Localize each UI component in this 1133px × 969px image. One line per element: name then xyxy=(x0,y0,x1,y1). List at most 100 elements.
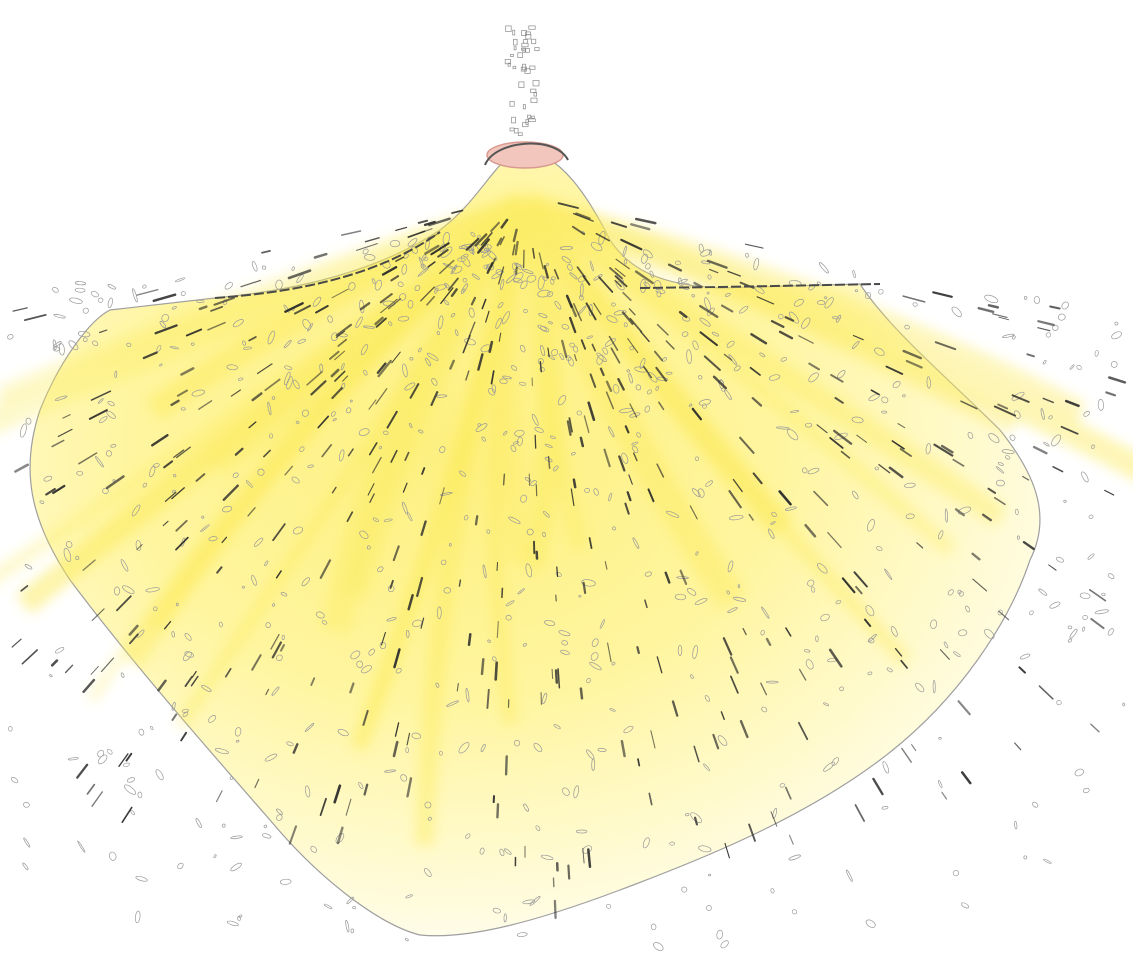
speckle xyxy=(106,748,113,755)
wisp-speck xyxy=(535,48,539,51)
speckle xyxy=(138,792,142,798)
speckle xyxy=(1056,556,1065,563)
dash-stroke xyxy=(557,567,558,576)
dash-stroke xyxy=(496,663,497,680)
speckle xyxy=(222,824,225,827)
wisp-speck xyxy=(510,128,514,131)
speckle xyxy=(1114,322,1118,326)
dash-stroke xyxy=(13,308,27,311)
dash-stroke xyxy=(903,296,924,302)
dash-stroke xyxy=(1015,743,1021,750)
speckle xyxy=(1020,653,1031,660)
speckle xyxy=(939,737,942,739)
speckle xyxy=(1038,588,1048,596)
speckle xyxy=(1074,768,1085,778)
speckle xyxy=(818,262,829,274)
speckle xyxy=(1123,703,1125,706)
dash-stroke xyxy=(1038,321,1054,325)
speckle xyxy=(1088,514,1093,519)
speckle xyxy=(1014,821,1017,829)
speckle xyxy=(952,869,959,876)
speckle xyxy=(237,916,241,921)
dash-stroke xyxy=(581,689,582,699)
dash-stroke xyxy=(315,254,326,257)
speckle xyxy=(224,281,234,290)
dash-stroke xyxy=(555,901,556,918)
speckle xyxy=(154,768,164,781)
speckle xyxy=(1064,500,1067,502)
dash-stroke xyxy=(77,765,87,778)
speckle xyxy=(230,862,243,873)
speckle xyxy=(150,726,154,730)
speckle xyxy=(719,939,729,949)
dash-stroke xyxy=(516,268,517,274)
speckle xyxy=(1076,364,1082,370)
speckle xyxy=(142,284,147,288)
speckle xyxy=(324,903,333,909)
speckle xyxy=(10,776,19,784)
speckle xyxy=(681,886,688,893)
speckle xyxy=(54,314,66,319)
dash-stroke xyxy=(1053,467,1062,472)
dash-stroke xyxy=(1091,619,1103,628)
dash-stroke xyxy=(902,749,911,763)
speckle xyxy=(130,810,135,815)
speckle xyxy=(107,298,113,308)
speckle xyxy=(1107,573,1115,580)
wisp-speck xyxy=(523,40,527,44)
speckle xyxy=(1024,856,1027,860)
speckle xyxy=(1110,330,1122,340)
dash-stroke xyxy=(540,362,541,372)
wisp-speck xyxy=(532,39,536,44)
dash-stroke xyxy=(366,238,380,242)
dash-stroke xyxy=(1034,447,1046,453)
speckle xyxy=(138,729,144,736)
speckle xyxy=(75,281,86,285)
dash-stroke xyxy=(476,516,477,524)
dash-stroke xyxy=(959,701,970,714)
speckle xyxy=(938,780,943,788)
speckle xyxy=(55,646,65,654)
speckle xyxy=(19,423,28,438)
speckle xyxy=(213,854,216,858)
dash-stroke xyxy=(137,290,158,295)
wisp-speck xyxy=(518,133,522,136)
dash-stroke xyxy=(993,314,1007,318)
speckle xyxy=(882,806,888,810)
speckle xyxy=(1058,313,1067,321)
wisp-speck xyxy=(514,47,516,50)
speckle xyxy=(606,904,612,909)
dash-stroke xyxy=(1039,686,1052,699)
speckle xyxy=(1034,296,1040,304)
speckle xyxy=(135,875,148,882)
speckle xyxy=(1083,787,1090,793)
dash-stroke xyxy=(1091,724,1099,732)
speckle xyxy=(68,757,79,760)
wisp-speck xyxy=(518,53,523,58)
dash-stroke xyxy=(745,244,763,248)
speckle xyxy=(950,305,963,318)
wisp-speck xyxy=(523,105,525,109)
speckle xyxy=(792,909,798,915)
dash-stroke xyxy=(588,850,590,867)
dash-stroke xyxy=(933,292,952,297)
speckle xyxy=(1069,628,1078,639)
dash-stroke xyxy=(989,305,998,307)
speckle xyxy=(1098,399,1104,410)
dash-stroke xyxy=(88,785,95,794)
speckle xyxy=(262,833,272,839)
dash-stroke xyxy=(122,808,131,823)
speckle xyxy=(1068,638,1073,642)
wisp-speck xyxy=(512,117,516,123)
dash-stroke xyxy=(574,480,575,487)
dash-stroke xyxy=(154,295,175,301)
dash-stroke xyxy=(506,757,507,775)
speckle xyxy=(913,302,918,306)
dash-stroke xyxy=(584,583,586,593)
speckle xyxy=(107,284,116,290)
speckle xyxy=(1083,615,1088,619)
dash-stroke xyxy=(396,227,407,230)
dash-stroke xyxy=(637,647,638,653)
wisp-speck xyxy=(528,115,531,118)
speckle xyxy=(23,802,30,808)
